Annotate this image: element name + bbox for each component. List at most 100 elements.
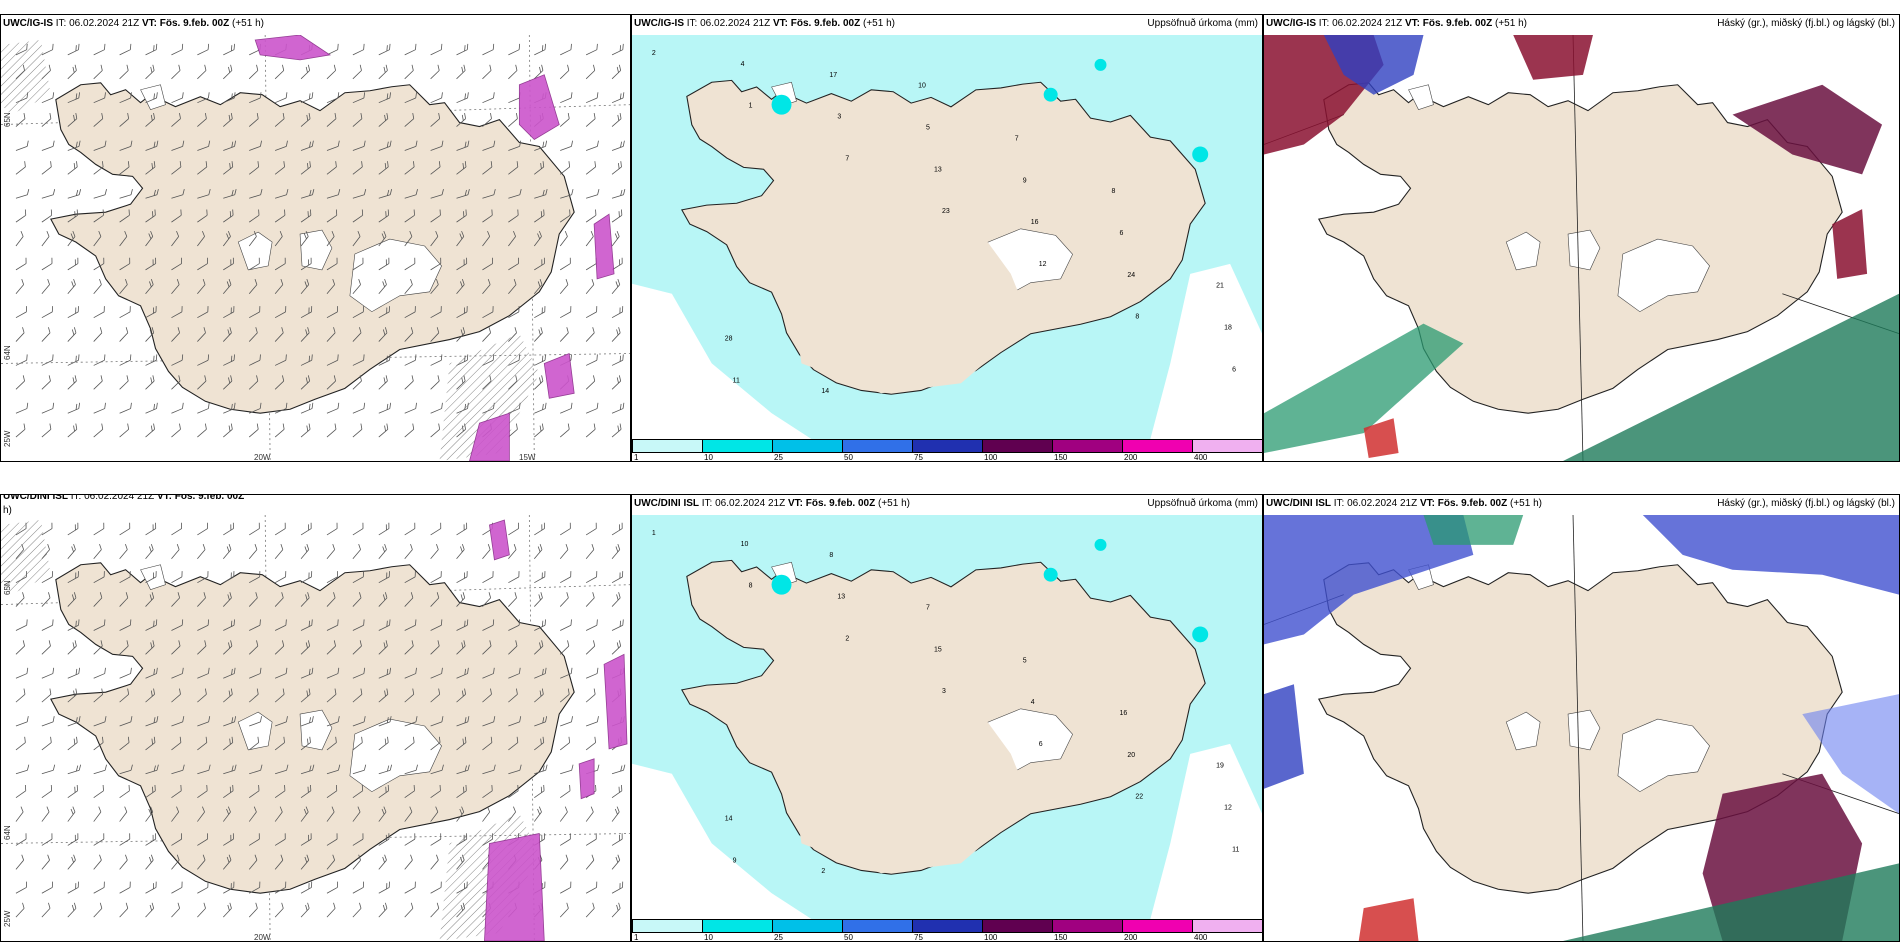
wind-barb	[223, 423, 233, 438]
wind-barb	[171, 306, 183, 319]
barb-feather	[623, 189, 626, 195]
barb-feather	[151, 163, 154, 169]
barb-feather	[259, 667, 262, 674]
barb-feather	[307, 640, 311, 647]
wind-barb	[585, 209, 597, 223]
barb-feather	[362, 833, 364, 840]
barb-feather	[544, 881, 546, 888]
barb-feather	[540, 592, 543, 598]
barb-shaft	[300, 284, 310, 295]
barb-feather	[78, 716, 81, 723]
barb-shaft	[300, 380, 310, 390]
wind-barb	[404, 354, 417, 366]
barb-shaft	[456, 70, 466, 80]
wind-barb	[430, 140, 444, 151]
barb-feather	[617, 854, 621, 861]
barb-feather	[490, 688, 492, 695]
barb-feather	[155, 881, 157, 888]
barb-feather	[286, 764, 289, 771]
barb-feather	[619, 93, 622, 100]
barb-feather	[620, 189, 623, 196]
barb-shaft	[67, 359, 79, 366]
barb-shaft	[274, 549, 284, 560]
barb-feather	[153, 189, 156, 196]
barb-shaft	[67, 693, 78, 703]
barb-shaft	[41, 693, 52, 703]
barb-feather	[310, 785, 312, 791]
precip-value-label: 28	[725, 335, 733, 342]
barb-feather	[104, 189, 107, 195]
barb-feather	[206, 209, 208, 216]
barb-feather	[539, 279, 543, 285]
barb-shaft	[585, 49, 598, 56]
barb-shaft	[171, 811, 179, 822]
wind-barb	[300, 592, 310, 607]
barb-feather	[515, 64, 518, 71]
barb-feather	[71, 904, 75, 911]
barb-feather	[544, 571, 546, 577]
barb-feather	[384, 544, 387, 550]
barb-shaft	[274, 284, 284, 295]
barb-feather	[70, 808, 74, 815]
barb-shaft	[430, 887, 442, 894]
barb-shaft	[222, 811, 231, 822]
barb-feather	[389, 140, 392, 147]
wind-barb	[482, 592, 492, 607]
colorbar-swatch	[632, 439, 703, 453]
barb-feather	[571, 764, 574, 771]
barb-feather	[125, 854, 128, 861]
barb-feather	[75, 765, 79, 772]
barb-shaft	[41, 311, 53, 319]
barb-shaft	[585, 332, 595, 342]
high-cloud-area	[1358, 898, 1419, 941]
panel-ig-wind: UWC/IG-IS IT: 06.02.2024 21Z VT: Fös. 9.…	[0, 14, 631, 462]
barb-shaft	[326, 769, 339, 775]
barb-feather	[47, 544, 50, 550]
barb-shaft	[274, 742, 285, 751]
barb-shaft	[430, 528, 441, 536]
wind-barb	[534, 140, 548, 151]
barb-feather	[337, 571, 339, 577]
barb-feather	[77, 306, 79, 312]
wind-barb	[197, 92, 210, 104]
barb-feather	[462, 327, 466, 333]
barb-shaft	[508, 790, 519, 798]
barb-shaft	[300, 859, 310, 870]
wind-barb	[611, 375, 622, 390]
barb-feather	[101, 112, 104, 119]
barb-shaft	[41, 838, 53, 846]
precip-cell	[1043, 567, 1058, 582]
barb-shaft	[145, 576, 157, 584]
wind-barb	[378, 140, 392, 151]
barb-shaft	[430, 742, 441, 751]
barb-shaft	[326, 811, 335, 822]
wind-barb	[119, 806, 128, 822]
wind-barb	[171, 688, 181, 703]
barb-shaft	[430, 624, 442, 631]
barb-feather	[570, 43, 572, 50]
barb-shaft	[197, 769, 209, 775]
barb-feather	[233, 571, 235, 577]
glacier	[1567, 229, 1601, 271]
barb-feather	[127, 423, 130, 430]
barb-shaft	[508, 673, 520, 679]
barb-feather	[487, 806, 491, 813]
precip-value-label: 1	[749, 103, 753, 110]
wind-barb	[171, 736, 182, 751]
barb-shaft	[352, 645, 362, 655]
map-area: 2 1 7 23 12 8 6 4 3 13 16 24 18 11 17 5 9 6 21 28 14 10 7 8	[632, 35, 1262, 439]
wind-barb	[223, 209, 234, 223]
colorbar-swatch	[772, 919, 843, 933]
barb-shaft	[67, 576, 79, 584]
barb-shaft	[248, 597, 258, 607]
barb-feather	[156, 189, 159, 195]
barb-feather	[23, 112, 26, 119]
panel-ig-precip: UWC/IG-IS IT: 06.02.2024 21Z VT: Fös. 9.…	[631, 14, 1263, 462]
wind-barb	[119, 571, 131, 584]
barb-shaft	[300, 769, 313, 775]
barb-feather	[337, 306, 339, 312]
barb-shaft	[119, 673, 131, 679]
wind-barb	[482, 64, 492, 80]
wind-barb	[611, 92, 625, 104]
wind-barb	[378, 736, 389, 751]
